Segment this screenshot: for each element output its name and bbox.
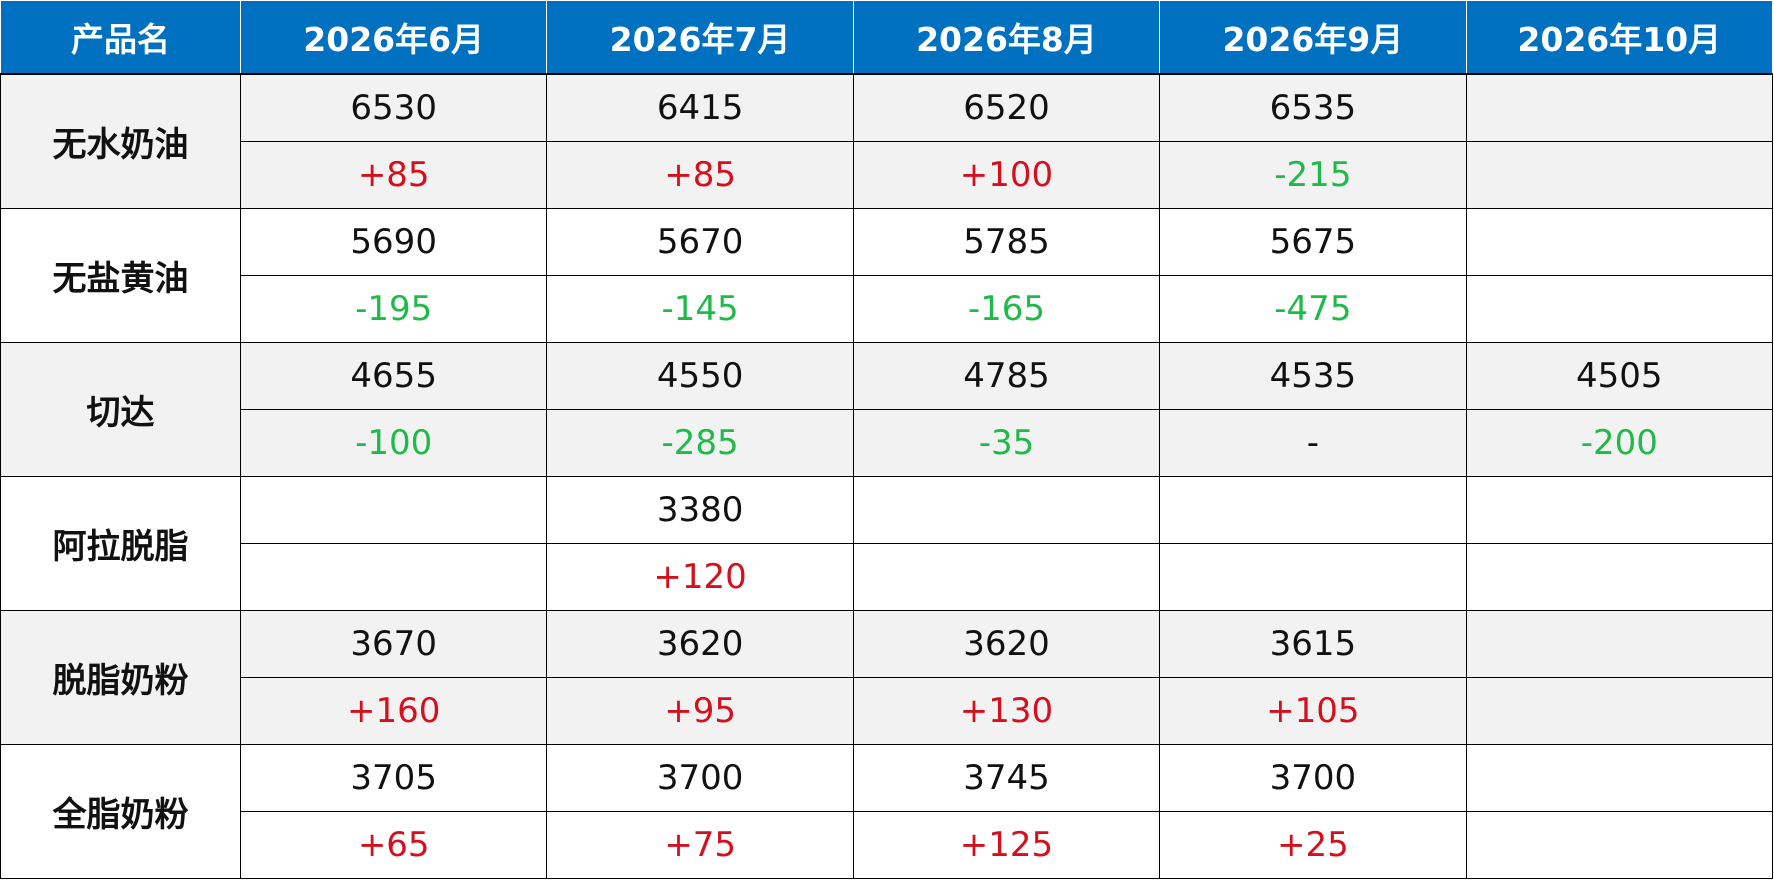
header-cell: 2026年7月 bbox=[546, 0, 854, 75]
price-cell: 3670 bbox=[239, 610, 548, 678]
price-cell: 3745 bbox=[852, 744, 1161, 812]
change-cell: +85 bbox=[546, 141, 854, 209]
change-cell: +160 bbox=[239, 677, 548, 745]
change-cell: -35 bbox=[852, 409, 1161, 477]
header-cell: 2026年6月 bbox=[239, 0, 548, 75]
change-cell bbox=[1465, 811, 1774, 879]
change-cell: -100 bbox=[239, 409, 548, 477]
table-body: 无水奶油 6530 6415 6520 6535 +85 +85 +100 -215 无盐黄油 56… bbox=[0, 73, 1774, 879]
change-row: -195 -145 -165 -475 bbox=[1, 275, 1774, 343]
price-cell bbox=[1465, 744, 1774, 812]
price-cell: 3705 bbox=[239, 744, 548, 812]
change-cell: +95 bbox=[546, 677, 854, 745]
price-cell: 4550 bbox=[546, 342, 854, 410]
price-cell: 4655 bbox=[239, 342, 548, 410]
change-cell: +105 bbox=[1159, 677, 1467, 745]
price-cell: 3380 bbox=[546, 476, 854, 544]
price-cell bbox=[239, 476, 548, 544]
change-row: +65 +75 +125 +25 bbox=[1, 811, 1774, 879]
change-cell bbox=[1465, 543, 1774, 611]
product-cell: 无水奶油 bbox=[0, 73, 241, 209]
price-cell: 3620 bbox=[546, 610, 854, 678]
price-cell bbox=[1465, 208, 1774, 276]
header-cell: 2026年8月 bbox=[852, 0, 1161, 75]
price-cell: 5675 bbox=[1159, 208, 1467, 276]
change-cell: +130 bbox=[852, 677, 1161, 745]
price-cell: 3615 bbox=[1159, 610, 1467, 678]
price-cell bbox=[1465, 476, 1774, 544]
change-cell: -165 bbox=[852, 275, 1161, 343]
header-cell: 2026年10月 bbox=[1465, 0, 1774, 75]
change-cell: -145 bbox=[546, 275, 854, 343]
change-row: +85 +85 +100 -215 bbox=[1, 141, 1774, 209]
price-cell bbox=[1159, 476, 1467, 544]
price-row: 无盐黄油 5690 5670 5785 5675 bbox=[0, 208, 1774, 343]
change-row: -100 -285 -35- -200 bbox=[1, 409, 1774, 477]
change-cell bbox=[1159, 543, 1467, 611]
change-cell: +75 bbox=[546, 811, 854, 879]
change-cell: -200 bbox=[1465, 409, 1774, 477]
header-cell: 产品名 bbox=[0, 0, 241, 75]
header-row: 产品名 2026年6月 2026年7月 2026年8月 2026年9月 2026年10月 bbox=[0, 0, 1774, 75]
change-cell: +100 bbox=[852, 141, 1161, 209]
price-cell: 6415 bbox=[546, 73, 854, 142]
price-cell: 5785 bbox=[852, 208, 1161, 276]
product-cell: 全脂奶粉 bbox=[0, 744, 241, 879]
change-cell bbox=[1465, 677, 1774, 745]
change-cell bbox=[852, 543, 1161, 611]
change-cell: -285 bbox=[546, 409, 854, 477]
price-cell: 6535 bbox=[1159, 73, 1467, 142]
price-cell: 6530 bbox=[239, 73, 548, 142]
product-cell: 切达 bbox=[0, 342, 241, 477]
price-cell bbox=[852, 476, 1161, 544]
price-cell: 4785 bbox=[852, 342, 1161, 410]
header-cell: 2026年9月 bbox=[1159, 0, 1467, 75]
price-row: 阿拉脱脂 3380 bbox=[0, 476, 1774, 611]
change-cell: -215 bbox=[1159, 141, 1467, 209]
product-cell: 脱脂奶粉 bbox=[0, 610, 241, 745]
change-row: +160 +95 +130 +105 bbox=[1, 677, 1774, 745]
change-cell: +85 bbox=[239, 141, 548, 209]
change-cell: +120 bbox=[546, 543, 854, 611]
change-cell bbox=[239, 543, 548, 611]
price-row: 全脂奶粉 3705 3700 3745 3700 bbox=[0, 744, 1774, 879]
change-cell: +65 bbox=[239, 811, 548, 879]
price-cell: 3620 bbox=[852, 610, 1161, 678]
change-cell bbox=[1465, 141, 1774, 209]
change-row: +120 bbox=[1, 543, 1774, 611]
price-cell: 3700 bbox=[1159, 744, 1467, 812]
change-cell: -195 bbox=[239, 275, 548, 343]
price-cell: 6520 bbox=[852, 73, 1161, 142]
price-row: 切达 4655 4550 4785 4535 4505 bbox=[0, 342, 1774, 477]
price-cell bbox=[1465, 73, 1774, 142]
price-cell: 5670 bbox=[546, 208, 854, 276]
price-cell: 5690 bbox=[239, 208, 548, 276]
price-cell: 4535 bbox=[1159, 342, 1467, 410]
price-cell bbox=[1465, 610, 1774, 678]
price-cell: 3700 bbox=[546, 744, 854, 812]
price-row: 脱脂奶粉 3670 3620 3620 3615 bbox=[0, 610, 1774, 745]
change-cell: - bbox=[1159, 409, 1467, 477]
price-cell: 4505 bbox=[1465, 342, 1774, 410]
change-cell bbox=[1465, 275, 1774, 343]
product-cell: 阿拉脱脂 bbox=[0, 476, 241, 611]
change-cell: +25 bbox=[1159, 811, 1467, 879]
change-cell: -475 bbox=[1159, 275, 1467, 343]
change-cell: +125 bbox=[852, 811, 1161, 879]
price-row: 无水奶油 6530 6415 6520 6535 bbox=[0, 73, 1774, 209]
product-cell: 无盐黄油 bbox=[0, 208, 241, 343]
